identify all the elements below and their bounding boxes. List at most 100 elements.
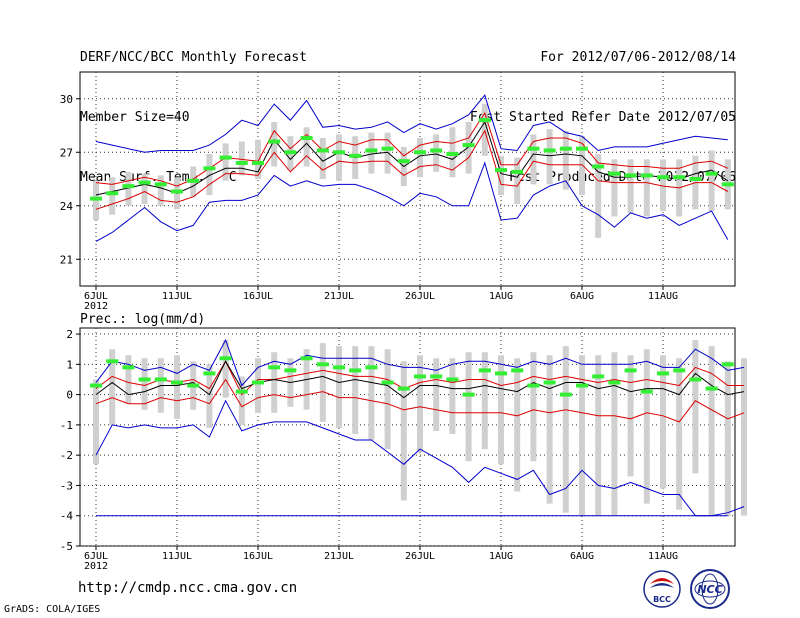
temp-xtick-label: 11AUG: [648, 291, 678, 302]
temp-ytick-label: 30: [60, 93, 73, 106]
header-title: DERF/NCC/BCC Monthly Forecast: [80, 50, 307, 65]
temp-ens-mean-mark: [300, 135, 313, 140]
precip-box: [611, 352, 618, 516]
grads-credit: GrADS: COLA/IGES: [4, 604, 101, 615]
temp-ens-mean-mark: [495, 168, 507, 173]
precip-ens-mean-mark: [657, 371, 669, 376]
precip-box: [708, 346, 715, 516]
temp-ytick-label: 27: [60, 146, 73, 159]
precip-ens-mean-mark: [203, 371, 216, 376]
precip-box: [627, 355, 634, 477]
temp-box: [303, 127, 310, 167]
precip-xtick-label: 6AUG: [570, 551, 594, 562]
precip-ens-mean-mark: [446, 377, 459, 382]
temp-ens-mean-mark: [446, 152, 459, 157]
temp-xtick-label: 16JUL: [243, 291, 273, 302]
temp-box: [643, 159, 650, 217]
temp-ens-mean-mark: [527, 146, 540, 151]
precip-ens-mean-mark: [689, 377, 702, 382]
precip-ens-mean-mark: [495, 371, 507, 376]
temp-xtick-year: 2012: [84, 301, 108, 312]
temp-box: [271, 121, 278, 167]
temp-ytick-label: 21: [60, 253, 73, 266]
temp-ens-mean-mark: [608, 171, 621, 176]
header-member-size: Member Size=40: [80, 110, 190, 125]
bcc-logo-text: BCC: [653, 595, 671, 604]
temp-xtick-label: 1AUG: [489, 291, 513, 302]
temp-median-line: [95, 120, 729, 196]
precip-ytick-label: -3: [60, 479, 73, 492]
temp-box: [579, 136, 585, 196]
precip-ytick-label: -1: [60, 419, 73, 432]
precip-ytick-label: 0: [66, 389, 73, 402]
temp-box: [530, 134, 537, 185]
precip-plot-frame: [79, 327, 736, 547]
precip-box: [222, 340, 229, 398]
precip-ens-mean-mark: [333, 365, 345, 370]
precip-ytick-label: -2: [60, 449, 73, 462]
temp-xtick-label: 21JUL: [324, 291, 354, 302]
precip-max-line: [95, 338, 745, 387]
precip-ens-mean-mark: [284, 368, 297, 373]
footer-url[interactable]: http://cmdp.ncc.cma.gov.cn: [78, 580, 298, 596]
temp-box: [660, 159, 666, 212]
temp-max-line: [95, 94, 728, 153]
precip-p25-line: [95, 378, 745, 423]
temp-ens-mean-mark: [284, 150, 297, 155]
temp-box: [417, 137, 423, 178]
precip-ens-mean-mark: [171, 380, 183, 385]
temp-box: [125, 171, 132, 206]
temp-box: [384, 132, 391, 174]
temp-box: [336, 134, 342, 181]
temp-box: [255, 139, 261, 179]
temp-ens-mean-mark: [511, 169, 524, 174]
temp-ens-mean-mark: [640, 173, 653, 178]
temp-ens-mean-mark: [365, 148, 378, 153]
temp-ens-mean-mark: [543, 148, 556, 153]
temp-xtick-label: 26JUL: [405, 291, 435, 302]
temp-ytick-label: 24: [60, 200, 74, 213]
temp-ens-mean-mark: [203, 166, 216, 171]
precip-p75-line: [95, 360, 744, 396]
temp-ens-mean-mark: [316, 148, 329, 153]
temp-ens-mean-mark: [154, 182, 167, 187]
temp-box: [368, 132, 375, 174]
precip-plot-title: Prec.: log(mm/d): [80, 312, 205, 327]
header-period: For 2012/07/06-2012/08/14: [540, 50, 736, 65]
temp-ens-mean-mark: [187, 178, 200, 183]
precip-xtick-label: 6JUL: [84, 551, 108, 562]
temp-box: [157, 175, 164, 206]
temp-p25-line: [95, 129, 729, 210]
precip-ens-mean-mark: [673, 368, 686, 373]
ncc-logo: NCC: [690, 569, 730, 609]
temp-ens-mean-mark: [462, 143, 475, 148]
precip-box: [336, 346, 342, 428]
temp-box: [611, 159, 618, 217]
precip-xtick-label: 11JUL: [162, 551, 192, 562]
temp-box: [222, 143, 229, 181]
temp-p75-line: [95, 111, 729, 187]
precip-ens-mean-mark: [414, 374, 426, 379]
temp-box: [319, 137, 326, 179]
temp-ens-mean-mark: [721, 182, 734, 187]
temp-box: [141, 173, 148, 204]
temp-ens-mean-mark: [559, 146, 572, 151]
temp-ens-mean-mark: [657, 175, 669, 180]
precip-box: [465, 352, 472, 462]
temp-ens-mean-mark: [397, 159, 410, 164]
temp-box: [708, 150, 715, 212]
precip-ens-mean-mark: [187, 383, 200, 388]
precip-ens-mean-mark: [478, 368, 491, 373]
precip-box: [498, 355, 504, 465]
temp-box: [514, 157, 521, 204]
precip-ens-mean-mark: [235, 389, 248, 394]
precip-box: [109, 349, 116, 425]
temp-ens-mean-mark: [219, 155, 232, 160]
precip-ens-mean-mark: [559, 392, 572, 397]
temp-ens-mean-mark: [171, 189, 183, 194]
temp-box: [627, 159, 634, 213]
precip-box: [676, 358, 683, 510]
precip-box: [238, 376, 245, 425]
precip-ens-mean-mark: [592, 374, 605, 379]
precip-box: [562, 346, 569, 513]
